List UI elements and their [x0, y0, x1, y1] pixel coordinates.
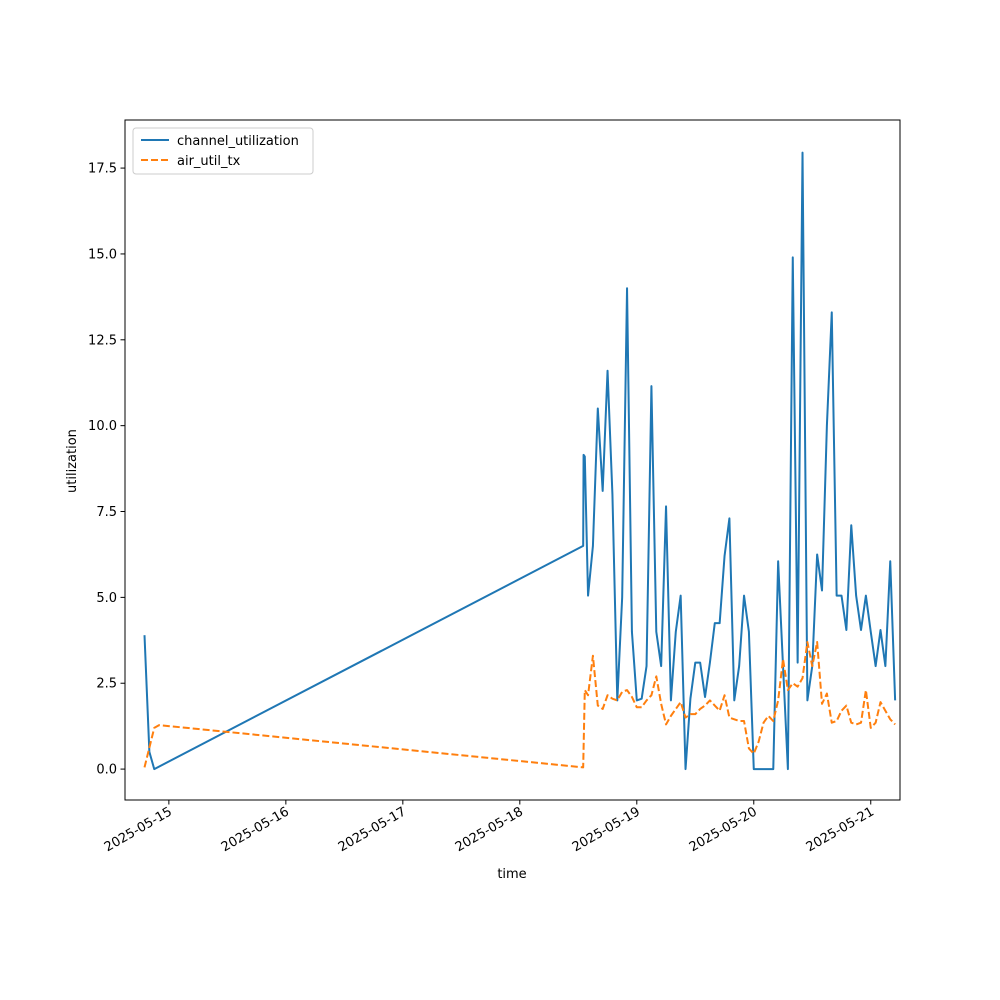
series-line-channel-utilization — [143, 151, 897, 771]
y-tick-label: 5.0 — [96, 591, 117, 606]
legend-box — [132, 127, 314, 175]
y-tick-label: 7.5 — [96, 505, 117, 520]
legend: channel_utilization air_util_tx — [132, 127, 314, 175]
y-axis-label: utilization — [65, 429, 80, 493]
legend-label-channel-utilization: channel_utilization — [177, 134, 299, 149]
y-tick-label: 2.5 — [96, 677, 117, 692]
plot-area — [143, 151, 897, 771]
axes-frame — [124, 119, 901, 801]
y-tick-label: 10.0 — [88, 419, 117, 434]
y-tick-label: 15.0 — [88, 247, 117, 262]
series-line-air-util-tx — [143, 641, 896, 769]
y-tick-label: 12.5 — [88, 333, 117, 348]
legend-label-air-util-tx: air_util_tx — [177, 154, 241, 169]
x-axis-label: time — [497, 867, 526, 882]
y-tick-label: 17.5 — [88, 162, 117, 177]
y-tick-label: 0.0 — [96, 763, 117, 778]
